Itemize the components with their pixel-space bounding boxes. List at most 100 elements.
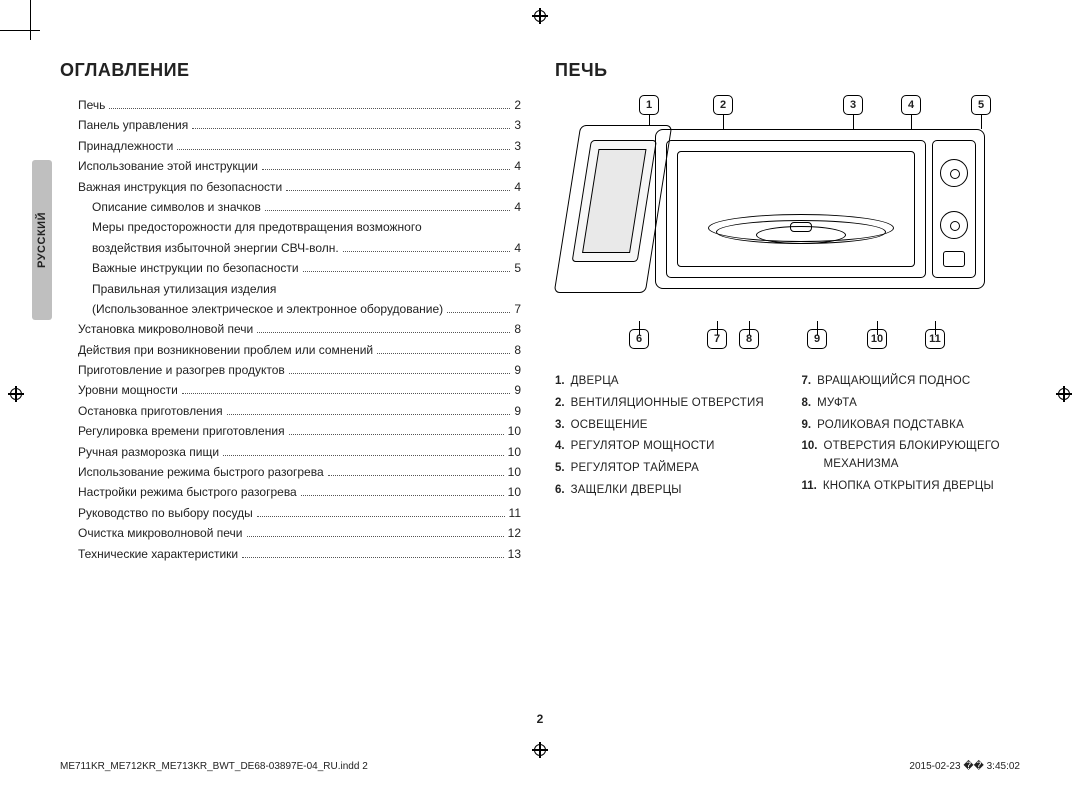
toc-row: Важная инструкция по безопасности 4 [78, 177, 521, 197]
legend-item: 11. КНОПКА ОТКРЫТИЯ ДВЕРЦЫ [802, 478, 1021, 496]
toc-row: Ручная разморозка пищи 10 [78, 442, 521, 462]
toc-page: 10 [508, 482, 521, 502]
oven-title: ПЕЧЬ [555, 60, 1020, 81]
toc-label: Описание символов и значков [92, 197, 261, 217]
table-of-contents: Печь2Панель управления3Принадлежности3Ис… [60, 95, 525, 564]
legend-text: ОСВЕЩЕНИЕ [571, 417, 648, 435]
toc-row: Печь 2 [78, 95, 521, 115]
toc-label: Технические характеристики [78, 544, 238, 564]
legend-num: 10. [802, 438, 818, 474]
toc-page: 4 [514, 177, 521, 197]
timer-knob [940, 211, 968, 239]
legend-num: 9. [802, 417, 812, 435]
legend-text: МУФТА [817, 395, 857, 413]
callout-4: 4 [901, 95, 921, 115]
legend-text: ОТВЕРСТИЯ БЛОКИРУЮЩЕГО МЕХАНИЗМА [824, 438, 1021, 474]
toc-label: Использование этой инструкции [78, 156, 258, 176]
toc-label: Правильная утилизация изделия [92, 279, 276, 299]
toc-row: Руководство по выбору посуды11 [78, 503, 521, 523]
toc-label: воздействия избыточной энергии СВЧ-волн. [92, 238, 339, 258]
callout-5: 5 [971, 95, 991, 115]
toc-label: Руководство по выбору посуды [78, 503, 253, 523]
legend-num: 6. [555, 482, 565, 500]
toc-page: 9 [514, 360, 521, 380]
legend-num: 1. [555, 373, 565, 391]
toc-row: Приготовление и разогрев продуктов 9 [78, 360, 521, 380]
legend-item: 7.ВРАЩАЮЩИЙСЯ ПОДНОС [802, 373, 1021, 391]
toc-label: Использование режима быстрого разогрева [78, 462, 324, 482]
toc-label: (Использованное электрическое и электрон… [92, 299, 443, 319]
toc-row: Остановка приготовления 9 [78, 401, 521, 421]
toc-page: 4 [514, 197, 521, 217]
toc-row: Действия при возникновении проблем или с… [78, 340, 521, 360]
parts-legend: 1.ДВЕРЦА 2.ВЕНТИЛЯЦИОННЫЕ ОТВЕРСТИЯ 3. ОСВЕ… [555, 373, 1020, 504]
toc-row: Правильная утилизация изделия [78, 279, 521, 299]
legend-num: 3. [555, 417, 565, 435]
toc-row: Описание символов и значков 4 [78, 197, 521, 217]
legend-text: ЗАЩЕЛКИ ДВЕРЦЫ [571, 482, 682, 500]
toc-label: Меры предосторожности для предотвращения… [92, 217, 422, 237]
legend-item: 4.РЕГУЛЯТОР МОЩНОСТИ [555, 438, 774, 456]
contents-column: РУССКИЙ ОГЛАВЛЕНИЕ Печь2Панель управлени… [60, 60, 525, 600]
toc-page: 10 [508, 442, 521, 462]
legend-text: РОЛИКОВАЯ ПОДСТАВКА [817, 417, 964, 435]
callout-2: 2 [713, 95, 733, 115]
callout-3: 3 [843, 95, 863, 115]
legend-item: 9. РОЛИКОВАЯ ПОДСТАВКА [802, 417, 1021, 435]
contents-title: ОГЛАВЛЕНИЕ [60, 60, 525, 81]
toc-label: Важные инструкции по безопасности [92, 258, 299, 278]
toc-page: 4 [514, 238, 521, 258]
toc-label: Приготовление и разогрев продуктов [78, 360, 285, 380]
toc-row: Настройки режима быстрого разогрева10 [78, 482, 521, 502]
toc-label: Ручная разморозка пищи [78, 442, 219, 462]
legend-text: ВРАЩАЮЩИЙСЯ ПОДНОС [817, 373, 970, 391]
toc-row: Установка микроволновой печи 8 [78, 319, 521, 339]
oven-diagram: 1 2 3 4 5 [555, 95, 1020, 355]
language-tab: РУССКИЙ [32, 160, 52, 320]
toc-page: 5 [514, 258, 521, 278]
print-footer: ME711KR_ME712KR_ME713KR_BWT_DE68-03897E-… [60, 761, 1020, 772]
toc-label: Принадлежности [78, 136, 173, 156]
toc-page: 10 [508, 462, 521, 482]
toc-page: 9 [514, 401, 521, 421]
toc-page: 7 [514, 299, 521, 319]
legend-num: 11. [802, 478, 817, 496]
legend-text: КНОПКА ОТКРЫТИЯ ДВЕРЦЫ [823, 478, 994, 496]
toc-row: воздействия избыточной энергии СВЧ-волн.… [78, 238, 521, 258]
toc-label: Остановка приготовления [78, 401, 223, 421]
toc-label: Установка микроволновой печи [78, 319, 253, 339]
toc-page: 4 [514, 156, 521, 176]
toc-label: Важная инструкция по безопасности [78, 177, 282, 197]
toc-page: 10 [508, 421, 521, 441]
toc-row: Регулировка времени приготовления 10 [78, 421, 521, 441]
control-panel [932, 140, 976, 278]
toc-row: Панель управления 3 [78, 115, 521, 135]
footer-file: ME711KR_ME712KR_ME713KR_BWT_DE68-03897E-… [60, 761, 368, 772]
legend-item: 3. ОСВЕЩЕНИЕ [555, 417, 774, 435]
toc-page: 3 [514, 115, 521, 135]
toc-label: Действия при возникновении проблем или с… [78, 340, 373, 360]
toc-row: Использование режима быстрого разогрева 1… [78, 462, 521, 482]
toc-row: Уровни мощности9 [78, 380, 521, 400]
legend-num: 2. [555, 395, 565, 413]
toc-page: 8 [514, 319, 521, 339]
toc-label: Печь [78, 95, 105, 115]
legend-item: 5.РЕГУЛЯТОР ТАЙМЕРА [555, 460, 774, 478]
language-tab-label: РУССКИЙ [36, 212, 48, 268]
manual-page: РУССКИЙ ОГЛАВЛЕНИЕ Печь2Панель управлени… [0, 0, 1080, 788]
footer-timestamp: 2015-02-23 �� 3:45:02 [909, 761, 1020, 772]
callout-1: 1 [639, 95, 659, 115]
legend-num: 8. [802, 395, 812, 413]
toc-row: Технические характеристики13 [78, 544, 521, 564]
toc-page: 3 [514, 136, 521, 156]
toc-row: Принадлежности 3 [78, 136, 521, 156]
toc-row: Использование этой инструкции 4 [78, 156, 521, 176]
toc-label: Регулировка времени приготовления [78, 421, 285, 441]
toc-page: 2 [514, 95, 521, 115]
legend-item: 2.ВЕНТИЛЯЦИОННЫЕ ОТВЕРСТИЯ [555, 395, 774, 413]
toc-row: (Использованное электрическое и электрон… [78, 299, 521, 319]
toc-label: Панель управления [78, 115, 188, 135]
legend-text: РЕГУЛЯТОР ТАЙМЕРА [571, 460, 699, 478]
legend-item: 1.ДВЕРЦА [555, 373, 774, 391]
toc-label: Уровни мощности [78, 380, 178, 400]
